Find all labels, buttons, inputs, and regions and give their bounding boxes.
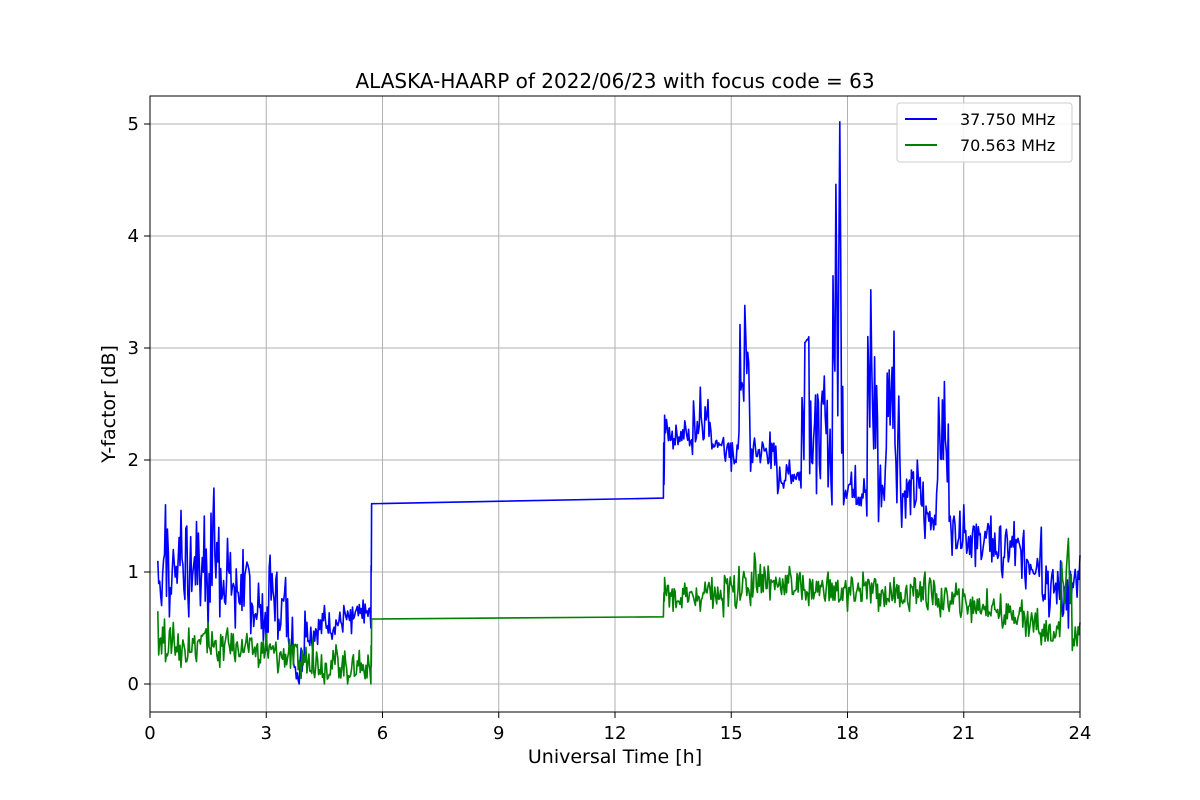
x-tick-label: 6 bbox=[377, 723, 388, 744]
x-tick-label: 9 bbox=[493, 723, 504, 744]
plot-area bbox=[157, 121, 1081, 685]
series-line-0 bbox=[157, 121, 1081, 685]
y-tick-label: 1 bbox=[128, 562, 139, 583]
y-tick-label: 3 bbox=[128, 338, 139, 359]
x-axis-label: Universal Time [h] bbox=[528, 746, 702, 768]
legend: 37.750 MHz 70.563 MHz bbox=[896, 102, 1073, 163]
legend-box bbox=[896, 102, 1073, 163]
y-tick-label: 0 bbox=[128, 674, 139, 695]
series-line-1 bbox=[157, 537, 1081, 685]
y-axis-label: Y-factor [dB] bbox=[98, 345, 120, 464]
legend-label-70mhz: 70.563 MHz bbox=[960, 136, 1055, 155]
x-tick-label: 12 bbox=[604, 723, 627, 744]
x-tick-label: 21 bbox=[952, 723, 975, 744]
legend-label-37mhz: 37.750 MHz bbox=[960, 110, 1055, 129]
y-tick-label: 5 bbox=[128, 114, 139, 135]
chart-title: ALASKA-HAARP of 2022/06/23 with focus co… bbox=[355, 69, 874, 93]
x-tick-label: 3 bbox=[261, 723, 272, 744]
x-tick-label: 18 bbox=[836, 723, 859, 744]
y-tick-label: 2 bbox=[128, 450, 139, 471]
x-tick-label: 15 bbox=[720, 723, 743, 744]
x-tick-label: 0 bbox=[144, 723, 155, 744]
y-tick-label: 4 bbox=[128, 226, 139, 247]
x-tick-label: 24 bbox=[1069, 723, 1092, 744]
